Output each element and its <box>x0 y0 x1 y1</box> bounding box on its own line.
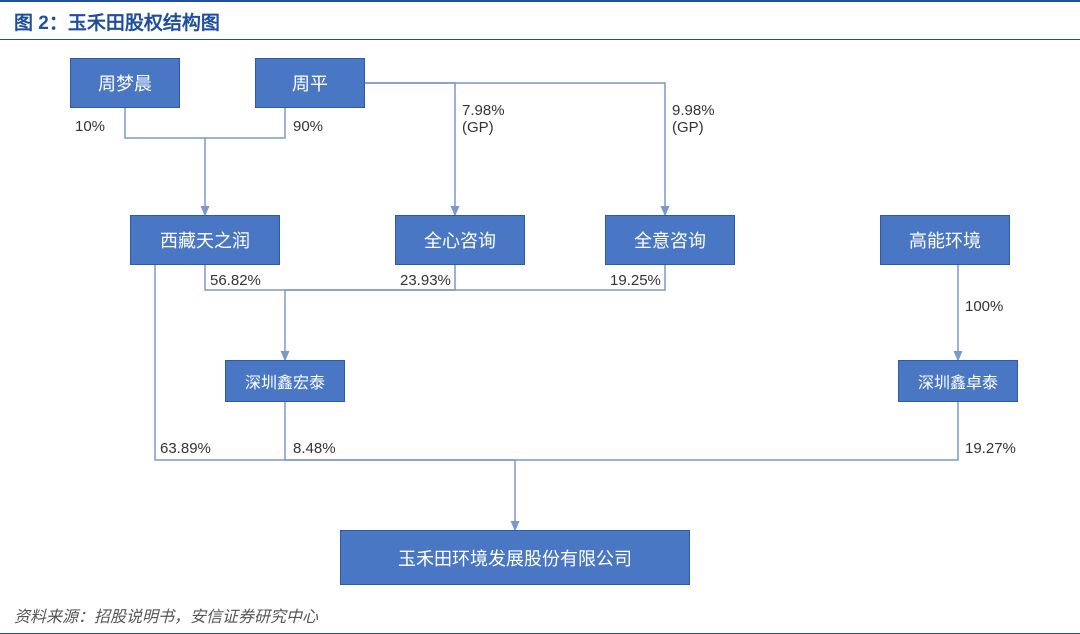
edge-label: 90% <box>293 118 323 135</box>
edge <box>365 83 455 215</box>
source-note: 资料来源：招股说明书，安信证券研究中心 <box>14 603 318 627</box>
edge-label: 7.98% (GP) <box>462 102 505 136</box>
node-gaoneng: 高能环境 <box>880 215 1010 265</box>
node-zhouping: 周平 <box>255 58 365 108</box>
node-quanxin: 全心咨询 <box>395 215 525 265</box>
figure-frame: 图 2：玉禾田股权结构图 周梦晨 周平西藏天之润 全心咨询 全意咨询 高能环境深圳鑫宏泰… <box>0 0 1080 634</box>
node-zhoumengchen: 周梦晨 <box>70 58 180 108</box>
edge-label: 100% <box>965 298 1003 315</box>
edge-label: 19.25% <box>610 272 661 289</box>
edge-label: 10% <box>75 118 105 135</box>
edges-layer <box>0 40 1080 600</box>
edge <box>125 108 205 215</box>
edge-label: 56.82% <box>210 272 261 289</box>
node-xinzhuotai: 深圳鑫卓泰 <box>898 360 1018 402</box>
edge-label: 23.93% <box>400 272 451 289</box>
edge <box>205 108 285 138</box>
edge-label: 8.48% <box>293 440 336 457</box>
node-xinhongtai: 深圳鑫宏泰 <box>225 360 345 402</box>
node-yuhetian: 玉禾田环境发展股份有限公司 <box>340 530 690 585</box>
edge <box>285 265 665 290</box>
ownership-diagram: 周梦晨 周平西藏天之润 全心咨询 全意咨询 高能环境深圳鑫宏泰 深圳鑫卓泰玉禾田环境发展股… <box>0 40 1080 600</box>
figure-title: 图 2：玉禾田股权结构图 <box>0 2 1080 40</box>
edge-label: 19.27% <box>965 440 1016 457</box>
node-xizang: 西藏天之润 <box>130 215 280 265</box>
edge-label: 63.89% <box>160 440 211 457</box>
edge-label: 9.98% (GP) <box>672 102 715 136</box>
edge <box>515 402 958 460</box>
edge <box>365 83 665 215</box>
node-quanyi: 全意咨询 <box>605 215 735 265</box>
